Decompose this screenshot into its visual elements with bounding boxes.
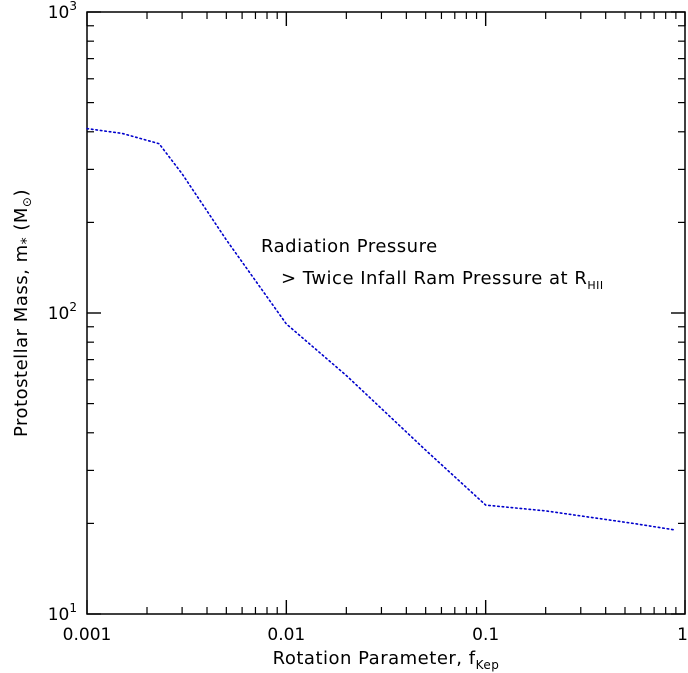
x-tick-label: 1 bbox=[677, 625, 688, 645]
series-line bbox=[86, 127, 677, 531]
y-tick-labels: 101 102 103 bbox=[48, 0, 77, 625]
y-tick-label: 101 bbox=[48, 601, 77, 625]
y-tick-label: 102 bbox=[48, 300, 77, 324]
x-axis-title: Rotation Parameter, fKep bbox=[273, 648, 500, 672]
series-points bbox=[87, 128, 676, 530]
y-tick-label: 103 bbox=[48, 0, 77, 23]
plot-frame bbox=[86, 11, 686, 615]
x-tick-label: 0.001 bbox=[63, 625, 112, 645]
major-ticks bbox=[86, 11, 686, 615]
annotation-line-2: > Twice Infall Ram Pressure at RHII bbox=[281, 268, 604, 292]
x-tick-label: 0.1 bbox=[472, 625, 499, 645]
y-axis-title: Protostellar Mass, m* (M⊙) bbox=[11, 189, 35, 437]
annotation-line-1: Radiation Pressure bbox=[261, 236, 438, 257]
x-tick-labels: 0.001 0.01 0.1 1 bbox=[63, 625, 688, 645]
minor-ticks bbox=[87, 12, 685, 614]
x-tick-label: 0.01 bbox=[267, 625, 305, 645]
